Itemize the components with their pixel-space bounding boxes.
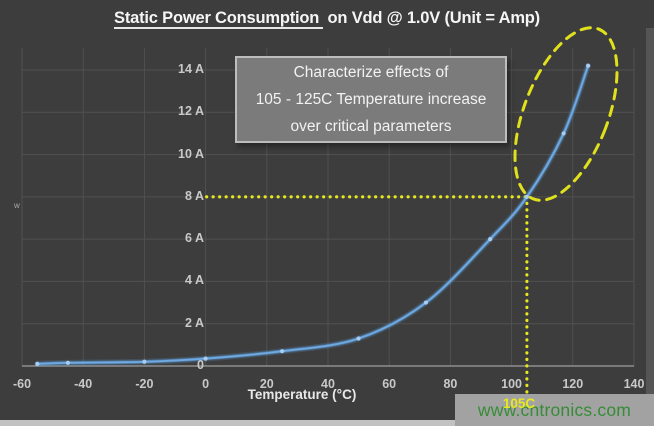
x-tick-label: -60 (12, 377, 32, 391)
annotation-box: Characterize effects of 105 - 125C Tempe… (235, 56, 507, 143)
y-tick-label: 2 A (185, 315, 204, 330)
y-tick-label: 6 A (185, 231, 204, 246)
x-tick-label: 120 (562, 377, 584, 391)
y-tick-label: 10 A (178, 146, 204, 161)
x-tick-label: 80 (443, 377, 458, 391)
highlight-ellipse (513, 26, 619, 202)
data-point-marker (35, 361, 40, 366)
watermark-band: www.cntronics.com (455, 394, 654, 426)
annotation-line-1: Characterize effects of (293, 64, 449, 81)
data-point-marker (356, 336, 361, 341)
y-tick-label: 0 (197, 358, 204, 372)
data-point-marker (423, 300, 429, 305)
data-point-marker (561, 131, 566, 136)
watermark-text: www.cntronics.com (477, 399, 632, 420)
x-tick-label: 40 (321, 377, 335, 391)
chart-title: Static Power Consumption on Vdd @ 1.0V (… (0, 9, 654, 29)
photo-edge-bottom (0, 420, 654, 426)
data-point-marker (203, 356, 208, 361)
data-point-marker (65, 360, 70, 365)
x-tick-label: -40 (74, 377, 93, 391)
x-tick-label: -20 (135, 377, 154, 391)
y-tick-label: 14 A (178, 62, 204, 76)
y-tick-label: 12 A (178, 104, 204, 119)
chart-title-underlined: Static Power Consumption (114, 9, 324, 29)
annotation-line-2: 105 - 125C Temperature increase (255, 91, 487, 108)
photo-edge-right (646, 28, 654, 420)
data-point-marker (524, 194, 530, 199)
data-point-marker (586, 63, 591, 68)
annotation-line-3: over critical parameters (290, 118, 452, 135)
data-point-marker (488, 237, 493, 242)
y-tick-label: 8 A (185, 188, 204, 203)
y-tick-label: 4 A (185, 273, 204, 288)
x-axis-title: Temperature (°C) (247, 387, 357, 402)
x-tick-label: 20 (259, 377, 274, 391)
x-tick-label: 140 (623, 377, 645, 391)
y-axis-side-label: w (14, 201, 20, 210)
x-tick-label: 100 (501, 377, 523, 391)
x-tick-label: 60 (382, 377, 397, 391)
data-point-marker (280, 349, 285, 354)
data-point-marker (142, 359, 147, 364)
chart-title-rest: on Vdd @ 1.0V (Unit = Amp) (323, 9, 541, 27)
callout-temperature-label: 105C (502, 396, 536, 411)
x-tick-label: 0 (202, 377, 210, 391)
